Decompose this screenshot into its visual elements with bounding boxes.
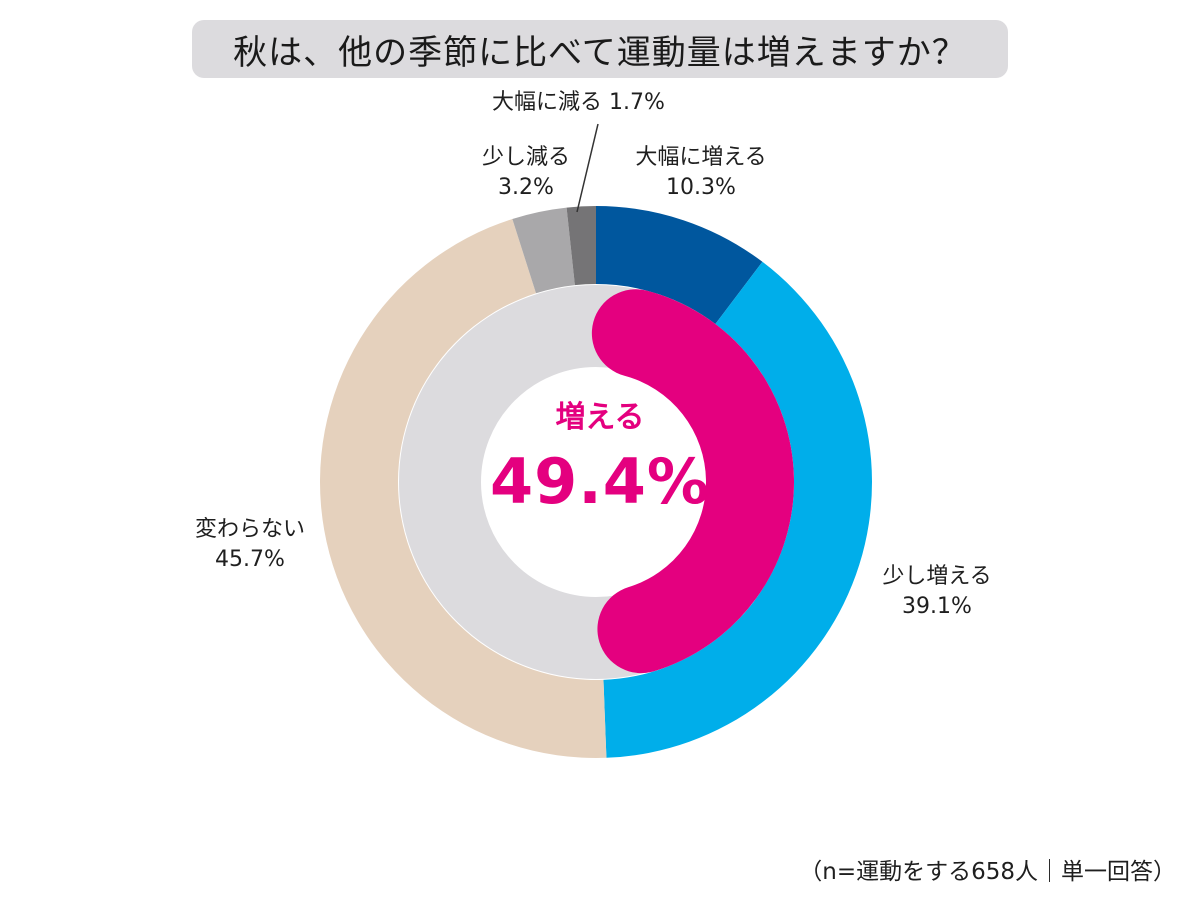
title-box: 秋は、他の季節に比べて運動量は増えますか？ [192, 20, 1008, 78]
label-increase-much-name: 大幅に増える [635, 145, 767, 170]
label-decrease-little-value: 3.2% [498, 175, 554, 200]
slice-increase-little [603, 261, 872, 758]
label-decrease-much-text: 大幅に減る 1.7% [492, 90, 665, 115]
inner-ring [399, 285, 794, 679]
sample-note: （n=運動をする658人｜単一回答） [799, 859, 1176, 885]
slice-increase-much [596, 206, 763, 325]
center-value: 49.4% [489, 445, 711, 518]
leader-line-decrease-much [576, 123, 599, 213]
center-label: 増える [555, 400, 645, 435]
label-decrease-little-name: 少し減る [481, 145, 570, 170]
label-no-change: 変わらない 45.7% [180, 515, 320, 575]
label-increase-little-value: 39.1% [902, 594, 972, 619]
label-no-change-value: 45.7% [215, 547, 285, 572]
label-decrease-much: 大幅に減る 1.7% [492, 88, 665, 118]
slice-no-change [319, 218, 607, 758]
chart-title: 秋は、他の季節に比べて運動量は増えますか？ [233, 32, 967, 73]
label-decrease-little: 少し減る 3.2% [466, 143, 586, 203]
outer-ring [319, 206, 872, 758]
label-no-change-name: 変わらない [194, 517, 305, 542]
label-increase-much: 大幅に増える 10.3% [616, 143, 786, 203]
label-increase-little-name: 少し増える [882, 564, 992, 589]
label-increase-little: 少し増える 39.1% [862, 562, 1012, 622]
slice-decrease-little [512, 207, 575, 294]
inner-arc-increase [591, 289, 794, 674]
slice-decrease-much [566, 206, 596, 286]
label-increase-much-value: 10.3% [666, 175, 736, 200]
